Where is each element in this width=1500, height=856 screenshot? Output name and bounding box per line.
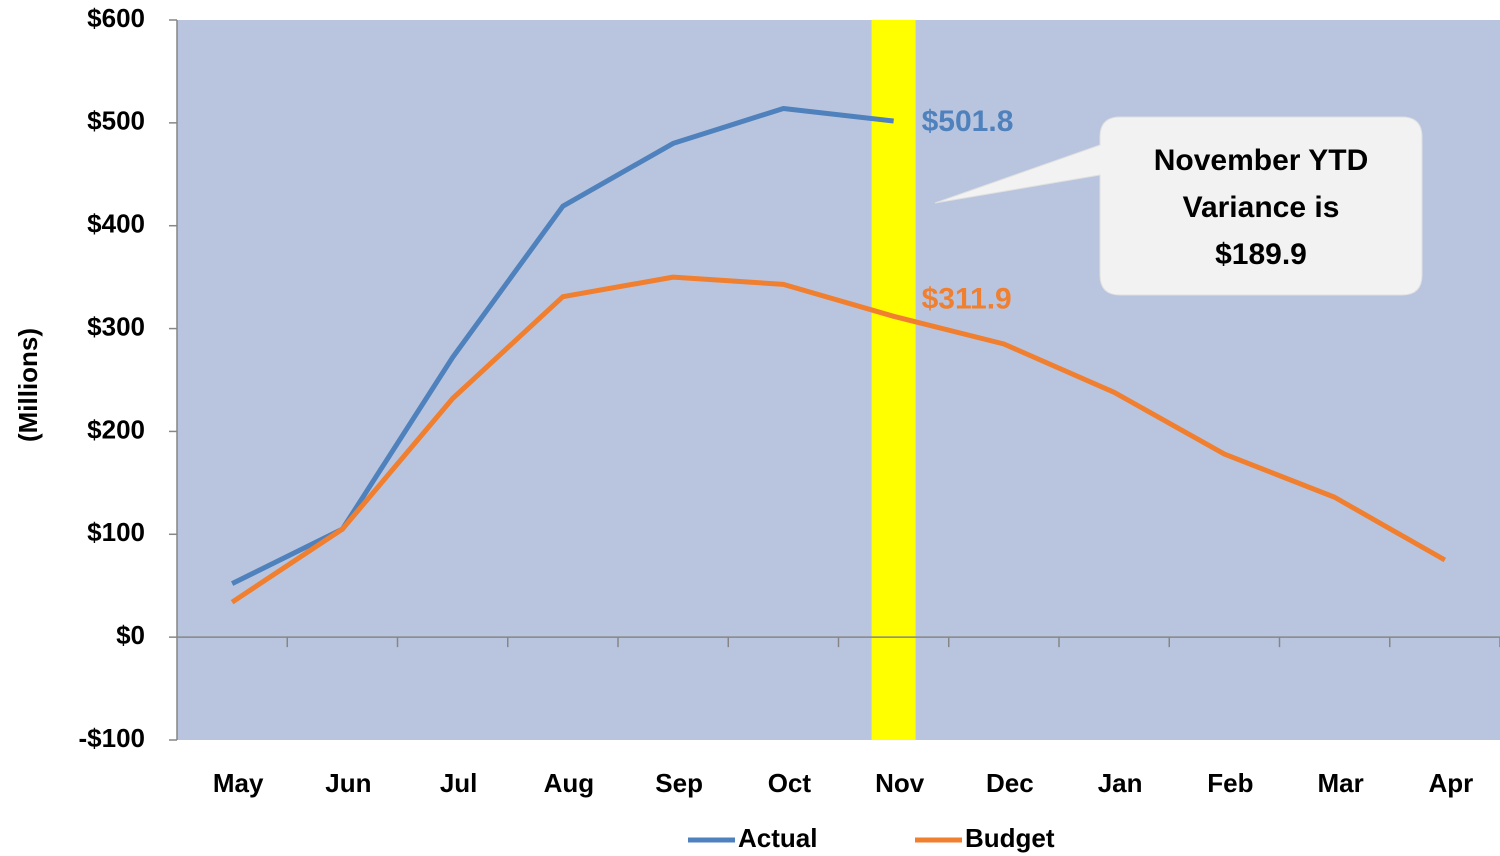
y-tick-label: $0 [116, 620, 145, 650]
data-label: $311.9 [922, 282, 1012, 315]
y-tick-label: $300 [87, 311, 145, 341]
x-tick-label: Jan [1098, 768, 1143, 798]
x-tick-label: Jun [325, 768, 371, 798]
x-tick-label: Mar [1318, 768, 1364, 798]
legend-label: Actual [738, 823, 817, 853]
x-tick-label: Feb [1207, 768, 1253, 798]
y-tick-label: $500 [87, 106, 145, 136]
x-tick-label: Apr [1428, 768, 1473, 798]
legend-label: Budget [965, 823, 1055, 853]
x-tick-label: Dec [986, 768, 1034, 798]
callout-text: Variance is [1183, 191, 1340, 224]
callout-text: $189.9 [1215, 238, 1307, 271]
x-tick-label: Aug [544, 768, 595, 798]
callout [934, 116, 1423, 296]
x-tick-label: Oct [768, 768, 812, 798]
x-tick-label: Jul [440, 768, 478, 798]
callout-text: November YTD [1154, 144, 1369, 177]
x-tick-label: Nov [875, 768, 925, 798]
data-label: $501.8 [922, 105, 1014, 138]
y-tick-label: $400 [87, 209, 145, 239]
highlight-band [871, 20, 916, 740]
y-axis-label: (Millions) [13, 328, 43, 442]
y-tick-label: $100 [87, 517, 145, 547]
series-line [230, 274, 1447, 605]
y-tick-label: $600 [87, 3, 145, 33]
y-tick-label: -$100 [79, 723, 146, 753]
y-tick-label: $200 [87, 414, 145, 444]
x-tick-label: Sep [655, 768, 703, 798]
x-tick-label: May [213, 768, 264, 798]
